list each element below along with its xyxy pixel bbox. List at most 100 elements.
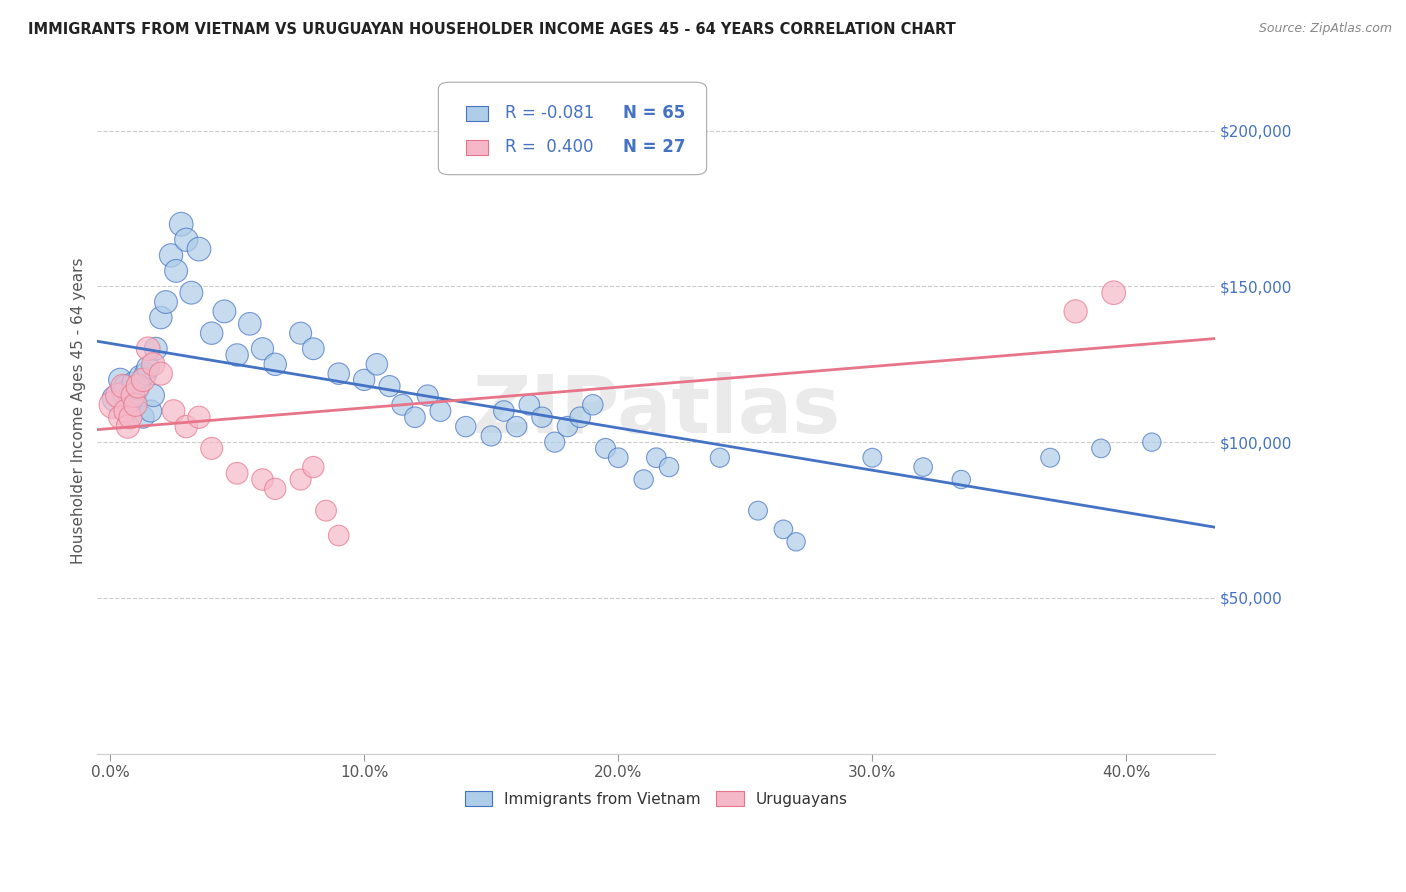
Point [117, 398, 139, 412]
Point [136, 342, 159, 356]
Point [188, 410, 211, 425]
Point [174, 419, 197, 434]
Point [226, 348, 249, 362]
Point [155, 295, 177, 310]
Point [201, 326, 224, 341]
Point [290, 326, 312, 341]
Point [114, 404, 136, 418]
Point [124, 398, 146, 412]
Point [214, 304, 236, 318]
Point [658, 460, 681, 475]
Point [135, 367, 157, 381]
Point [747, 503, 769, 517]
Point [404, 410, 426, 425]
Point [1064, 304, 1087, 318]
Text: N = 65: N = 65 [623, 104, 685, 122]
Point [328, 528, 350, 542]
Point [302, 342, 325, 356]
Point [912, 460, 935, 475]
Point [127, 379, 149, 393]
Point [1140, 435, 1163, 450]
Point [315, 503, 337, 517]
Text: ZIPatlas: ZIPatlas [472, 372, 841, 450]
Point [104, 392, 127, 406]
Point [709, 450, 731, 465]
Point [145, 342, 167, 356]
Point [124, 394, 146, 409]
Point [264, 482, 287, 496]
Point [122, 376, 145, 390]
Point [139, 404, 162, 418]
Point [772, 522, 794, 536]
Point [378, 379, 401, 393]
Point [101, 398, 124, 412]
Point [132, 410, 155, 425]
FancyBboxPatch shape [467, 105, 488, 120]
Point [557, 419, 579, 434]
Text: R =  0.400: R = 0.400 [505, 138, 593, 156]
Point [429, 404, 451, 418]
Point [492, 404, 515, 418]
Point [149, 367, 172, 381]
Point [165, 264, 187, 278]
Point [188, 242, 211, 256]
Point [180, 285, 202, 300]
Point [860, 450, 883, 465]
Point [454, 419, 477, 434]
Point [505, 419, 527, 434]
Point [120, 388, 142, 402]
Point [416, 388, 439, 402]
Point [569, 410, 592, 425]
Point [239, 317, 262, 331]
Point [607, 450, 630, 465]
Point [252, 342, 274, 356]
Point [142, 357, 165, 371]
Point [595, 442, 617, 456]
Point [122, 388, 145, 402]
Point [264, 357, 287, 371]
Point [1090, 442, 1112, 456]
Point [114, 379, 136, 393]
Point [174, 233, 197, 247]
Point [353, 373, 375, 387]
Point [328, 367, 350, 381]
Point [132, 373, 155, 387]
Point [170, 217, 193, 231]
Text: R = -0.081: R = -0.081 [505, 104, 595, 122]
Point [366, 357, 388, 371]
Point [110, 410, 132, 425]
Point [1039, 450, 1062, 465]
Point [633, 473, 655, 487]
Point [149, 310, 172, 325]
Point [127, 382, 149, 396]
Point [160, 248, 183, 262]
Point [517, 398, 540, 412]
Point [479, 429, 502, 443]
Point [111, 379, 134, 393]
Point [107, 388, 129, 402]
Point [645, 450, 668, 465]
Point [1102, 285, 1125, 300]
Legend: Immigrants from Vietnam, Uruguayans: Immigrants from Vietnam, Uruguayans [457, 783, 856, 814]
Text: Source: ZipAtlas.com: Source: ZipAtlas.com [1258, 22, 1392, 36]
Point [111, 385, 134, 400]
Point [110, 373, 132, 387]
Point [117, 419, 139, 434]
Point [201, 442, 224, 456]
Point [582, 398, 605, 412]
FancyBboxPatch shape [467, 140, 488, 155]
Point [785, 534, 807, 549]
Point [129, 369, 152, 384]
Point [950, 473, 973, 487]
Point [120, 410, 142, 425]
FancyBboxPatch shape [439, 82, 707, 175]
Y-axis label: Householder Income Ages 45 - 64 years: Householder Income Ages 45 - 64 years [72, 258, 86, 565]
Point [162, 404, 184, 418]
Text: N = 27: N = 27 [623, 138, 685, 156]
Point [302, 460, 325, 475]
Point [136, 360, 159, 375]
Point [226, 467, 249, 481]
Point [252, 473, 274, 487]
Point [290, 473, 312, 487]
Point [544, 435, 567, 450]
